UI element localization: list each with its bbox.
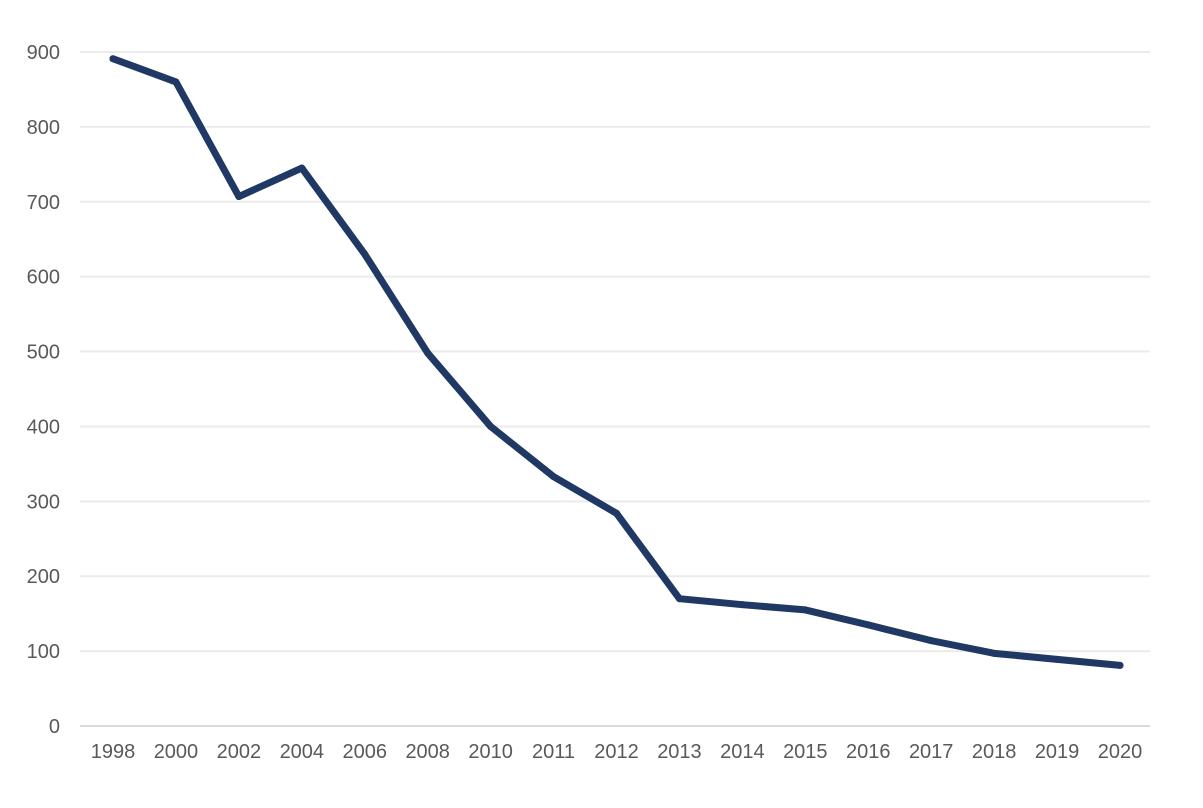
data-point-2016 [864, 621, 872, 629]
x-tick-label: 2020 [1098, 741, 1143, 763]
y-tick-label: 300 [27, 491, 60, 513]
data-point-2015 [801, 606, 809, 614]
y-tick-label: 800 [27, 117, 60, 139]
y-tick-label: 0 [49, 716, 60, 738]
data-point-2020 [1116, 661, 1124, 669]
x-tick-label: 2014 [720, 741, 765, 763]
x-tick-label: 2019 [1035, 741, 1080, 763]
y-tick-label: 700 [27, 192, 60, 214]
x-tick-label: 2004 [280, 741, 325, 763]
data-point-2012 [613, 509, 620, 517]
x-tick-label: 2017 [909, 741, 954, 763]
data-point-2000 [172, 78, 180, 86]
x-tick-label: 2016 [846, 741, 891, 763]
data-point-2008 [424, 349, 432, 357]
y-tick-label: 400 [27, 416, 60, 438]
x-tick-label: 2010 [468, 741, 513, 763]
y-tick-label: 600 [27, 267, 60, 289]
y-tick-label: 900 [27, 42, 60, 64]
x-tick-label: 2013 [657, 741, 702, 763]
x-tick-label: 2012 [594, 741, 639, 763]
series-line [109, 55, 1124, 669]
gridlines [80, 51, 1150, 653]
y-tick-label: 100 [27, 641, 60, 663]
data-point-2010 [487, 422, 495, 430]
data-point-2011 [550, 473, 558, 481]
data-point-2004 [298, 164, 306, 172]
y-axis-tick-labels: 0 100 200 300 400 500 600 700 800 900 [27, 42, 60, 738]
x-tick-label: 1998 [91, 741, 136, 763]
data-point-2019 [1053, 655, 1061, 663]
data-point-1998 [109, 55, 117, 63]
data-point-2002 [235, 193, 243, 201]
x-tick-label: 2000 [154, 741, 199, 763]
data-point-2006 [361, 250, 369, 258]
x-tick-label: 2018 [972, 741, 1017, 763]
x-tick-label: 2006 [343, 741, 388, 763]
y-tick-label: 200 [27, 566, 60, 588]
series-layer [109, 55, 1124, 669]
x-axis-tick-labels: 1998 2000 2002 2004 2006 2008 2010 2011 2012 2013… [91, 741, 1143, 763]
x-tick-label: 2002 [217, 741, 262, 763]
data-point-2013 [675, 595, 683, 603]
data-point-2017 [927, 637, 935, 645]
x-tick-label: 2015 [783, 741, 828, 763]
y-tick-label: 500 [27, 342, 60, 364]
x-tick-label: 2008 [405, 741, 450, 763]
data-point-2014 [738, 601, 746, 609]
data-point-2018 [990, 649, 998, 657]
x-tick-label: 2011 [532, 741, 575, 763]
